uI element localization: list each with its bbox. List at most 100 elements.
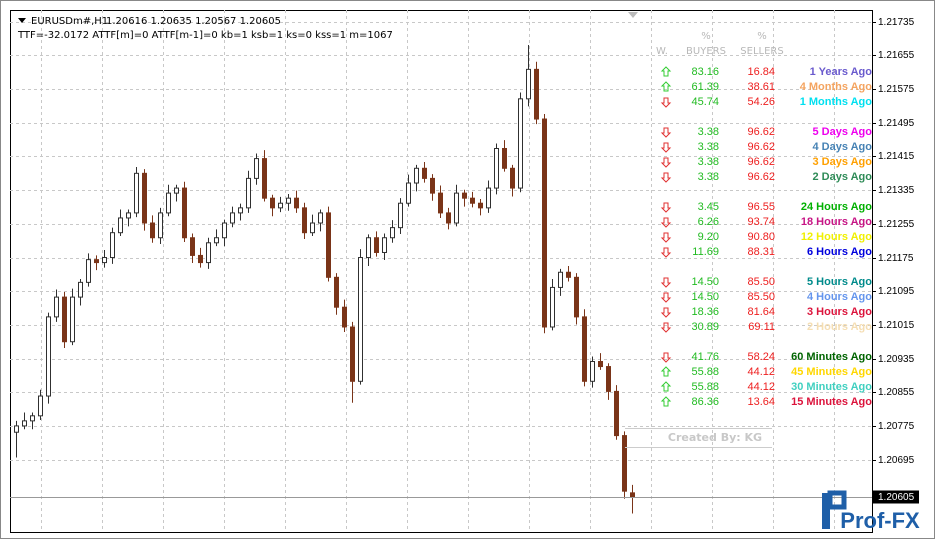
candle-body xyxy=(382,237,387,253)
buyers-pct: 3.38 xyxy=(698,141,719,153)
candle-body xyxy=(326,212,331,278)
sellers-pct: 44.12 xyxy=(747,366,775,378)
buyers-pct: 55.88 xyxy=(691,381,719,393)
candle-body xyxy=(182,187,187,239)
direction-arrow xyxy=(660,292,672,303)
period-label: 24 Hours Ago xyxy=(801,201,872,213)
candle-body xyxy=(494,147,499,189)
period-label: 12 Hours Ago xyxy=(801,231,872,243)
candle-body xyxy=(406,182,411,204)
period-label: 2 Days Ago xyxy=(812,171,872,183)
candles: 1.20605 xyxy=(10,44,919,514)
candle-body xyxy=(54,296,59,318)
y-tick-label: 1.21335 xyxy=(878,185,915,196)
column-header: SELLERS xyxy=(740,46,783,57)
sellers-pct: 96.62 xyxy=(747,126,775,138)
unit-header: % xyxy=(701,31,711,42)
candle-body xyxy=(398,202,403,229)
sellers-pct: 16.84 xyxy=(747,66,775,78)
collapse-icon[interactable] xyxy=(18,18,26,23)
unit-header: % xyxy=(757,31,767,42)
candle-body xyxy=(174,187,179,194)
candle-body xyxy=(142,172,147,224)
candle-body xyxy=(518,98,523,189)
candle-body xyxy=(214,237,219,244)
candle-body xyxy=(302,207,307,234)
y-tick-label: 1.21575 xyxy=(878,84,915,95)
buyers-pct: 9.20 xyxy=(698,231,719,243)
quote: 1.20616 1.20635 1.20567 1.20605 xyxy=(106,16,281,27)
buyers-pct: 83.16 xyxy=(691,66,719,78)
candle-body xyxy=(630,492,635,498)
candle-body xyxy=(598,361,603,368)
candle-body xyxy=(14,425,19,433)
candle-body xyxy=(438,192,443,214)
buyers-pct: 61.39 xyxy=(691,81,719,93)
current-price-box xyxy=(873,490,919,504)
candle-body xyxy=(190,237,195,256)
candle-body xyxy=(318,212,323,224)
candle-body xyxy=(102,257,107,264)
sellers-pct: 96.62 xyxy=(747,171,775,183)
period-label: 4 Hours Ago xyxy=(807,291,872,303)
buyers-pct: 3.38 xyxy=(698,171,719,183)
sellers-pct: 96.55 xyxy=(747,201,775,213)
candle-body xyxy=(622,435,627,492)
period-label: 2 Hours Ago xyxy=(807,321,872,333)
logo-bowl xyxy=(827,490,847,510)
candle-body xyxy=(590,361,595,382)
candle-body xyxy=(62,296,67,343)
period-label: 4 Days Ago xyxy=(812,141,872,153)
sellers-pct: 44.12 xyxy=(747,381,775,393)
sellers-pct: 58.24 xyxy=(747,351,775,363)
candle-body xyxy=(462,192,467,199)
buyers-pct: 3.38 xyxy=(698,156,719,168)
current-price-label: 1.20605 xyxy=(878,492,915,503)
candle-body xyxy=(86,259,91,283)
sellers-pct: 69.11 xyxy=(748,321,775,333)
direction-arrow xyxy=(660,81,672,92)
y-tick-label: 1.20935 xyxy=(878,354,915,365)
period-label: 5 Days Ago xyxy=(812,126,872,138)
candle-body xyxy=(150,222,155,239)
direction-arrow xyxy=(660,396,672,407)
candle-body xyxy=(526,68,531,100)
y-tick-label: 1.20775 xyxy=(878,421,915,432)
buyers-pct: 30.89 xyxy=(691,321,719,333)
candle-body xyxy=(358,257,363,382)
sellers-pct: 13.64 xyxy=(747,396,775,408)
y-tick-label: 1.21415 xyxy=(878,151,915,162)
period-label: 45 Minutes Ago xyxy=(791,366,872,378)
direction-arrow xyxy=(660,172,672,183)
candle-body xyxy=(390,227,395,239)
direction-arrow xyxy=(660,322,672,333)
candle-body xyxy=(446,212,451,224)
candle-body xyxy=(470,197,475,204)
sellers-pct: 93.74 xyxy=(747,216,775,228)
candle-body xyxy=(198,254,203,264)
candle-body xyxy=(70,296,75,343)
candle-body xyxy=(94,259,99,264)
period-label: 3 Hours Ago xyxy=(807,306,872,318)
candle-body xyxy=(486,187,491,209)
y-tick-label: 1.21495 xyxy=(878,118,915,129)
direction-arrow xyxy=(660,247,672,258)
candle-body xyxy=(286,197,291,204)
candle-body xyxy=(230,212,235,224)
candle-body xyxy=(566,271,571,278)
candle-body xyxy=(126,212,131,219)
candle-body xyxy=(342,306,347,328)
buyers-pct: 45.74 xyxy=(691,96,719,108)
y-tick-label: 1.21015 xyxy=(878,320,915,331)
candle-body xyxy=(30,415,35,422)
candle-body xyxy=(454,192,459,224)
direction-arrow xyxy=(660,202,672,213)
direction-arrow xyxy=(660,97,672,108)
sellers-pct: 85.50 xyxy=(747,276,775,288)
candle-body xyxy=(246,177,251,209)
candle-body xyxy=(582,316,587,382)
period-label: 5 Hours Ago xyxy=(807,276,872,288)
direction-arrow xyxy=(660,66,672,77)
candle-body xyxy=(158,212,163,239)
buyers-pct: 86.36 xyxy=(691,396,719,408)
